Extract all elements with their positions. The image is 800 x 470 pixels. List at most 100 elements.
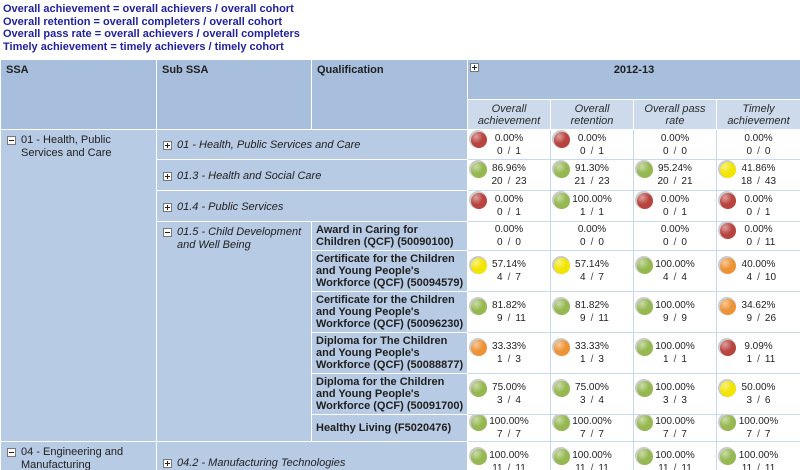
status-indicator-green-icon xyxy=(720,415,736,431)
metric-fraction: 1/3 xyxy=(580,354,604,365)
sub-ssa-cell-label: 01 - Health, Public Services and Care xyxy=(177,139,361,151)
metric-fraction: 11/11 xyxy=(575,463,609,470)
status-indicator-orange-icon xyxy=(554,340,570,356)
status-indicator-green-icon xyxy=(637,258,653,274)
formula-overall-retention: Overall retention = overall completers /… xyxy=(3,15,283,28)
status-indicator-yellow-icon xyxy=(720,162,736,178)
metric-percent: 100.00% xyxy=(655,450,695,461)
metric-fraction: 1/1 xyxy=(580,207,604,218)
metric-data-cell: 33.33% 1/3 xyxy=(550,332,634,374)
metric-fraction: 1/3 xyxy=(497,354,521,365)
metric-fraction: 4/7 xyxy=(580,272,604,283)
metric-data-cell: 50.00% 3/6 xyxy=(716,373,800,415)
metric-data-cell: 0.00% 0/1 xyxy=(467,190,551,222)
metric-data-cell: 0.00% 0/1 xyxy=(633,190,717,222)
metric-fraction: 1/1 xyxy=(663,354,687,365)
metric-fraction: 0/11 xyxy=(746,237,776,248)
metric-percent: 100.00% xyxy=(738,450,779,461)
status-indicator-orange-icon xyxy=(471,340,487,356)
qualification-cell: Healthy Living (F5020476) xyxy=(311,414,468,442)
ssa-expander-icon[interactable] xyxy=(7,136,16,145)
metric-data-cell: 0.00% 0/0 xyxy=(467,221,551,251)
status-indicator-red-icon xyxy=(471,131,487,148)
metric-fraction: 9/9 xyxy=(663,313,687,324)
metric-percent: 57.14% xyxy=(575,259,609,270)
sub-ssa-cell: 04.2 - Manufacturing Technologies xyxy=(156,441,468,470)
metric-data-cell: 100.00% 7/7 xyxy=(716,414,800,442)
metric-percent: 75.00% xyxy=(492,382,526,393)
metric-data-cell: 91.30% 21/23 xyxy=(550,159,634,191)
metric-percent: 100.00% xyxy=(655,300,695,311)
metric-percent: 75.00% xyxy=(575,382,609,393)
metric-data-cell: 100.00% 3/3 xyxy=(633,373,717,415)
year-expander-icon[interactable] xyxy=(470,63,479,72)
year-label: 2012-13 xyxy=(613,64,655,76)
metric-percent: 33.33% xyxy=(575,341,609,352)
ssa-cell: 01 - Health, Public Services and Care xyxy=(0,129,157,442)
metric-fraction: 18/43 xyxy=(740,176,777,187)
sub-ssa-cell-label: 01.3 - Health and Social Care xyxy=(177,169,322,182)
metric-percent: 50.00% xyxy=(741,382,776,393)
metric-data-cell: 0.00% 0/1 xyxy=(550,129,634,160)
metric-percent: 100.00% xyxy=(489,416,529,427)
status-indicator-green-icon xyxy=(554,381,570,397)
formula-overall-achievement: Overall achievement = overall achievers … xyxy=(3,3,294,15)
metric-data-cell: 95.24% 20/21 xyxy=(633,159,717,191)
metric-fraction: 7/7 xyxy=(663,429,687,440)
metric-fraction: 0/0 xyxy=(497,237,521,248)
metric-percent: 9.09% xyxy=(744,341,773,352)
formula-timely-achievement: Timely achievement = timely achievers / … xyxy=(3,40,284,53)
sub-ssa-expander-icon[interactable] xyxy=(163,171,172,181)
metric-percent: 33.33% xyxy=(492,341,526,352)
metric-data-cell: 33.33% 1/3 xyxy=(467,332,551,374)
metric-fraction: 21/23 xyxy=(574,176,610,187)
metric-fraction: 0/0 xyxy=(580,237,604,248)
sub-ssa-expander-icon[interactable] xyxy=(163,228,172,237)
status-indicator-green-icon xyxy=(637,340,653,356)
metric-percent: 100.00% xyxy=(572,194,612,205)
metric-data-cell: 75.00% 3/4 xyxy=(550,373,634,415)
table-row: Certificate for the Children and Young P… xyxy=(1,291,800,333)
metric-percent: 41.86% xyxy=(741,163,776,174)
metric-fraction: 11/11 xyxy=(741,463,776,470)
metric-data-cell: 0.00% 0/0 xyxy=(633,221,717,251)
table-row: 01.5 - Child Development and Well Being A… xyxy=(1,221,800,442)
status-indicator-red-icon xyxy=(471,193,487,209)
metric-data-cell: 100.00% 11/11 xyxy=(716,441,800,470)
metric-fraction: 0/0 xyxy=(663,145,687,157)
metric-percent: 40.00% xyxy=(741,259,776,270)
metric-percent: 100.00% xyxy=(572,416,612,427)
metric-data-cell: 57.14% 4/7 xyxy=(550,250,634,292)
status-indicator-red-icon xyxy=(637,193,653,209)
column-header-year-group: 2012-13 xyxy=(467,59,800,100)
status-indicator-red-icon xyxy=(720,223,736,239)
status-indicator-orange-icon xyxy=(720,258,736,274)
status-indicator-green-icon xyxy=(471,381,487,397)
metric-fraction: 3/4 xyxy=(497,395,521,406)
metric-data-cell: 0.00% 0/0 xyxy=(550,221,634,251)
ssa-expander-icon[interactable] xyxy=(7,448,16,457)
metric-percent: 86.96% xyxy=(492,163,526,174)
metric-data-cell: 100.00% 1/1 xyxy=(633,332,717,374)
metric-percent: 0.00% xyxy=(494,132,524,144)
sub-ssa-cell: 01.5 - Child Development and Well Being xyxy=(156,221,312,442)
metric-percent: 0.00% xyxy=(577,224,607,235)
formula-overall-pass-rate: Overall pass rate = overall achievers / … xyxy=(3,28,300,40)
metric-data-cell: 100.00% 11/11 xyxy=(550,441,634,470)
metric-percent: 0.00% xyxy=(744,224,773,235)
metric-percent: 0.00% xyxy=(660,132,690,144)
metric-data-cell: 100.00% 7/7 xyxy=(633,414,717,442)
table-body: 01 - Health, Public Services and Care 01 … xyxy=(0,129,800,470)
sub-ssa-expander-icon[interactable] xyxy=(163,202,172,212)
status-indicator-red-icon xyxy=(554,131,570,148)
metric-fraction: 7/7 xyxy=(746,429,771,440)
metric-data-cell: 86.96% 20/23 xyxy=(467,159,551,191)
sub-ssa-expander-icon[interactable] xyxy=(163,458,172,468)
metric-percent: 81.82% xyxy=(492,300,526,311)
status-indicator-green-icon xyxy=(554,162,570,178)
status-indicator-yellow-icon xyxy=(471,258,487,274)
sub-ssa-expander-icon[interactable] xyxy=(163,141,172,150)
metric-fraction: 3/6 xyxy=(746,395,771,406)
metric-fraction: 7/7 xyxy=(580,429,604,440)
metric-data-cell: 57.14% 4/7 xyxy=(467,250,551,292)
